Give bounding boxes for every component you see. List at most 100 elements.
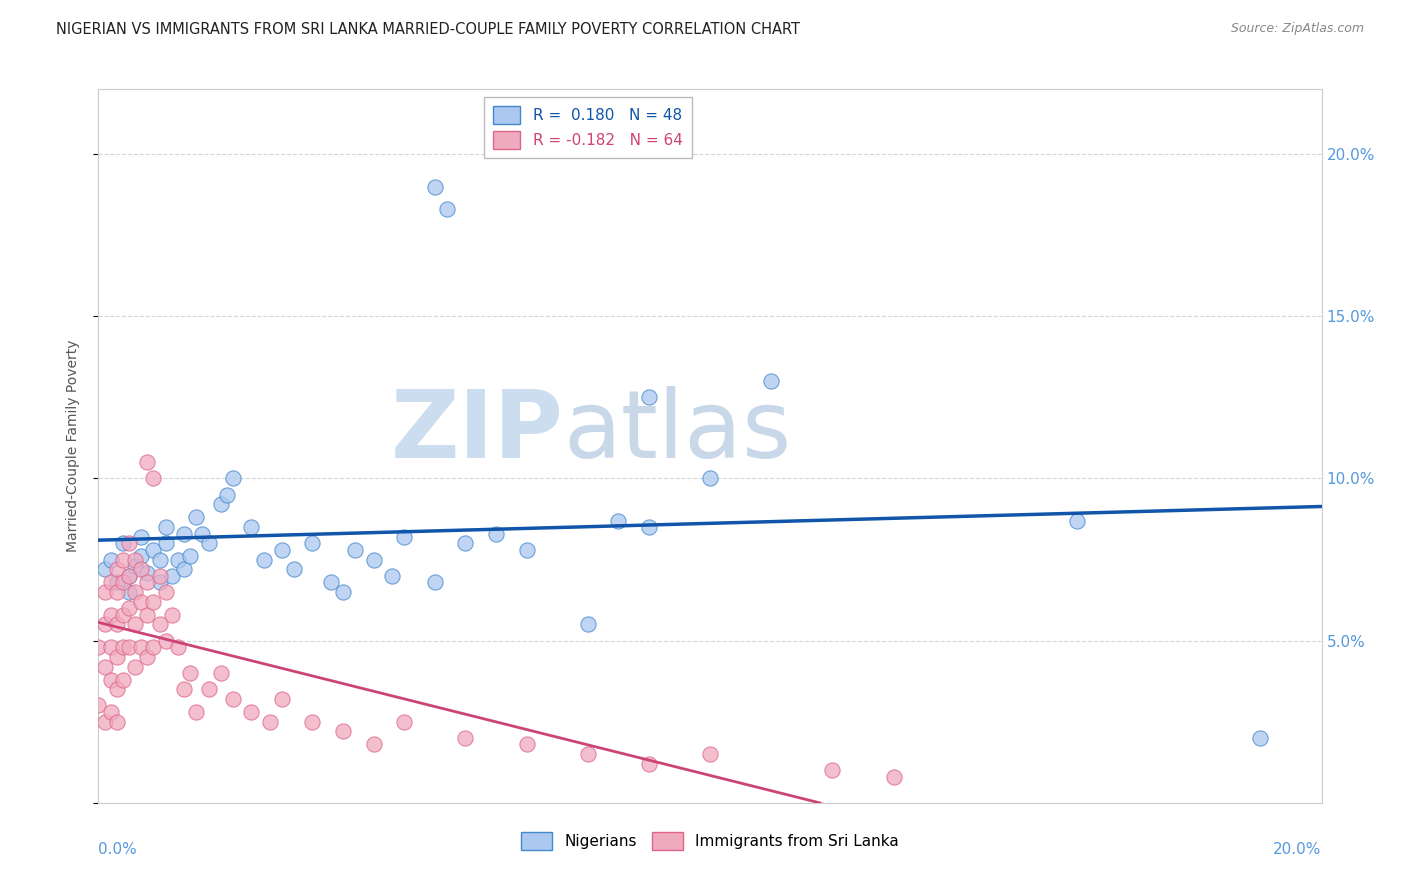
Point [186,510,208,524]
Point [124,585,146,599]
Point [149,617,172,632]
Point [637,756,661,771]
Point [392,530,416,544]
Point [209,497,232,511]
Point [136,455,159,469]
Point [319,575,342,590]
Point [149,568,172,582]
Point [160,607,183,622]
Point [111,673,134,687]
Point [100,607,122,622]
Text: atlas: atlas [564,385,792,478]
Point [186,705,208,719]
Point [240,520,263,534]
Point [93,585,115,599]
Point [270,542,292,557]
Point [363,552,385,566]
Point [821,764,844,778]
Point [142,542,165,557]
Point [197,682,219,697]
Text: 20.0%: 20.0% [1274,842,1322,857]
Point [129,562,152,576]
Point [173,682,195,697]
Point [155,520,177,534]
Point [129,530,152,544]
Point [485,526,508,541]
Point [454,731,477,745]
Point [105,617,128,632]
Point [105,682,128,697]
Point [105,585,128,599]
Point [332,724,354,739]
Point [118,640,141,654]
Point [576,617,599,632]
Point [129,549,152,564]
Point [111,607,134,622]
Point [149,575,172,590]
Point [179,666,201,681]
Point [124,559,146,574]
Point [436,202,458,217]
Point [93,659,115,673]
Point [607,514,630,528]
Point [136,575,159,590]
Point [1066,514,1088,528]
Text: 0.0%: 0.0% [98,842,138,857]
Point [111,640,134,654]
Point [576,747,599,761]
Y-axis label: Married-Couple Family Poverty: Married-Couple Family Poverty [66,340,80,552]
Point [142,471,165,485]
Point [167,552,190,566]
Point [142,595,165,609]
Point [105,649,128,664]
Point [100,640,122,654]
Point [87,640,110,654]
Point [100,552,122,566]
Point [100,575,122,590]
Text: Source: ZipAtlas.com: Source: ZipAtlas.com [1230,22,1364,36]
Point [283,562,305,576]
Point [252,552,274,566]
Point [100,673,122,687]
Point [155,633,177,648]
Text: ZIP: ZIP [391,385,564,478]
Point [270,692,292,706]
Point [191,526,214,541]
Point [222,692,245,706]
Point [516,738,538,752]
Point [105,575,128,590]
Point [136,649,159,664]
Point [111,552,134,566]
Point [105,562,128,576]
Point [240,705,263,719]
Point [173,562,195,576]
Point [105,714,128,729]
Point [209,666,232,681]
Point [100,705,122,719]
Point [142,640,165,654]
Point [111,536,134,550]
Point [87,698,110,713]
Point [93,617,115,632]
Point [111,575,134,590]
Point [167,640,190,654]
Point [155,536,177,550]
Point [454,536,477,550]
Point [129,640,152,654]
Point [699,471,721,485]
Point [124,659,146,673]
Point [118,568,141,582]
Point [118,568,141,582]
Legend: Nigerians, Immigrants from Sri Lanka: Nigerians, Immigrants from Sri Lanka [516,826,904,855]
Point [129,595,152,609]
Point [179,549,201,564]
Point [215,488,238,502]
Point [363,738,385,752]
Point [136,607,159,622]
Point [173,526,195,541]
Point [301,714,323,729]
Point [1249,731,1271,745]
Point [423,575,446,590]
Point [118,536,141,550]
Point [259,714,281,729]
